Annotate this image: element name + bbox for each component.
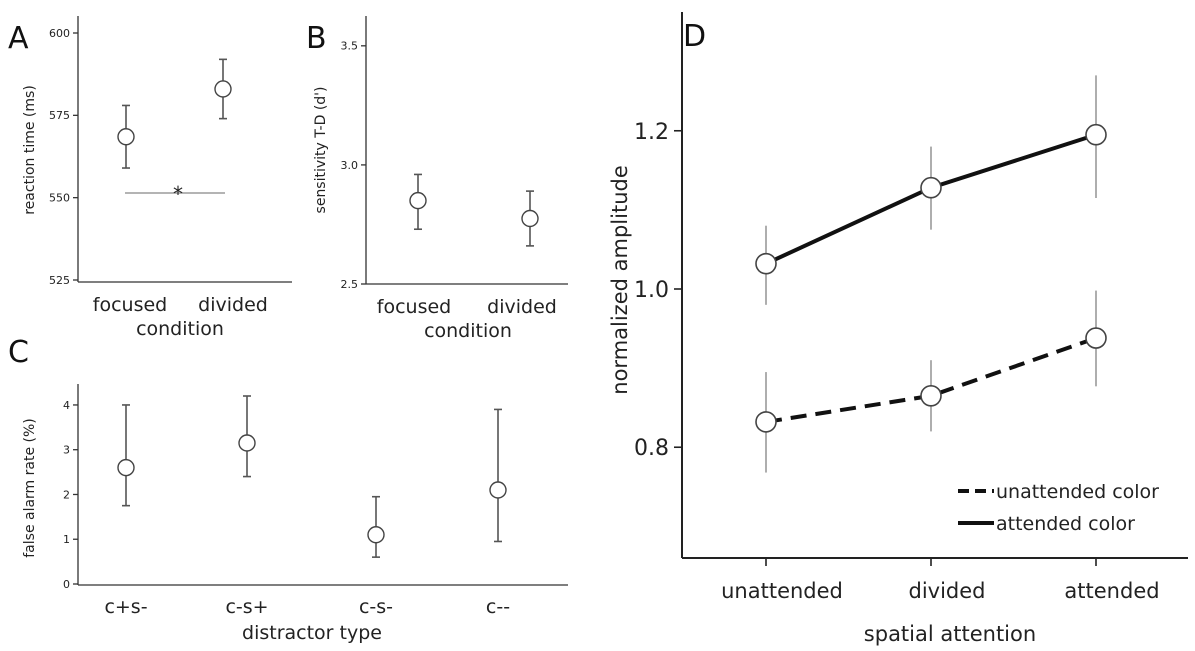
panel-a-y-tick-label-0: 525 [49, 274, 70, 287]
panel-c-y-tick-label-3: 3 [63, 444, 70, 457]
panel-c-y-tick-label-1: 1 [63, 533, 70, 546]
panel-b-y-tick-label-2: 3.5 [341, 40, 359, 53]
panel-a-y-tick-label-1: 550 [49, 192, 70, 205]
panel-b-y-axis-label: sensitivity T-D (d') [313, 87, 329, 214]
panel-c-y-tick-label-0: 0 [63, 578, 70, 591]
panel-c-x-tick-4: c-- [486, 596, 510, 618]
panel-letter-a: A [8, 21, 29, 56]
panel-d-y-axis-label: normalized amplitude [608, 165, 632, 394]
panel-c-point-1 [238, 434, 256, 452]
legend-label-unattended-color: unattended color [996, 481, 1159, 503]
panel-d-x-tick-label-1: divided [908, 579, 985, 603]
panel-d-unattended-color-line [765, 336, 1097, 424]
panel-d-x-tick-label-2: attended [1064, 579, 1159, 603]
panel-b-x-axis-label: condition [424, 320, 512, 342]
panel-b-point-0 [409, 191, 427, 210]
panel-d-unattended-color-point-2 [1085, 327, 1107, 349]
panel-b-point-1 [521, 209, 539, 228]
panel-c-x-tick-2: c-s+ [225, 596, 268, 618]
panel-b-y-tick-label-0: 2.5 [341, 278, 359, 291]
panel-c-x-tick-3: c-s- [359, 596, 393, 618]
panel-a: 525 550 575 600 focused divided condition r… [22, 16, 292, 340]
panel-letter-d: D [683, 19, 706, 54]
panel-c-point-3 [489, 481, 507, 499]
panel-d-y-tick-label-1: 1.0 [634, 278, 669, 303]
panel-d-x-axis-label: spatial attention [864, 622, 1036, 646]
panel-c-point-0 [117, 458, 135, 477]
panel-a-y-axis-label: reaction time (ms) [22, 85, 38, 215]
panel-b-y-tick-label-1: 3.0 [341, 159, 359, 172]
panel-a-point-0 [117, 128, 135, 146]
panel-d: 0.8 1.0 1.2 unattended divided attended spat… [608, 12, 1188, 646]
panel-c-x-axis-label: distractor type [242, 622, 382, 644]
panel-c-y-tick-label-2: 2 [63, 488, 70, 501]
panel-a-y-tick-label-2: 575 [49, 109, 70, 122]
panel-d-attended-color-point-0 [755, 252, 777, 275]
panel-letter-b: B [306, 21, 327, 56]
panel-d-unattended-color-point-0 [755, 411, 777, 433]
panel-letter-c: C [8, 335, 29, 370]
panel-b-x-tick-focused: focused [377, 296, 451, 318]
panel-d-unattended-color-point-1 [920, 385, 942, 407]
panel-a-x-tick-focused: focused [93, 294, 167, 316]
panel-d-y-tick-label-2: 1.2 [634, 120, 669, 145]
panel-a-x-tick-divided: divided [198, 294, 268, 316]
legend-label-attended-color: attended color [996, 513, 1135, 535]
panel-d-x-tick-label-0: unattended [721, 579, 843, 603]
panel-a-x-axis-label: condition [136, 318, 224, 340]
panel-c-point-2 [367, 526, 385, 544]
panel-a-significance-star: * [173, 182, 183, 206]
panel-d-legend: unattended color attended color [958, 481, 1159, 535]
panel-b: 2.5 3.0 3.5 focused divided condition sens… [313, 16, 568, 342]
panel-d-attended-color-point-2 [1085, 123, 1107, 146]
panel-a-point-1 [214, 80, 232, 98]
panel-b-x-tick-divided: divided [487, 296, 557, 318]
panel-a-y-tick-label-3: 600 [49, 27, 70, 40]
panel-c-x-tick-1: c+s- [104, 596, 147, 618]
panel-d-y-tick-label-0: 0.8 [634, 436, 669, 461]
panel-c-y-axis-label: false alarm rate (%) [22, 418, 38, 558]
panel-d-attended-color-point-1 [920, 176, 942, 199]
panel-c: 0 1 2 3 4 c+s- c-s+ c-s- c-- distractor type… [22, 384, 568, 644]
panel-c-y-tick-label-4: 4 [63, 399, 70, 412]
